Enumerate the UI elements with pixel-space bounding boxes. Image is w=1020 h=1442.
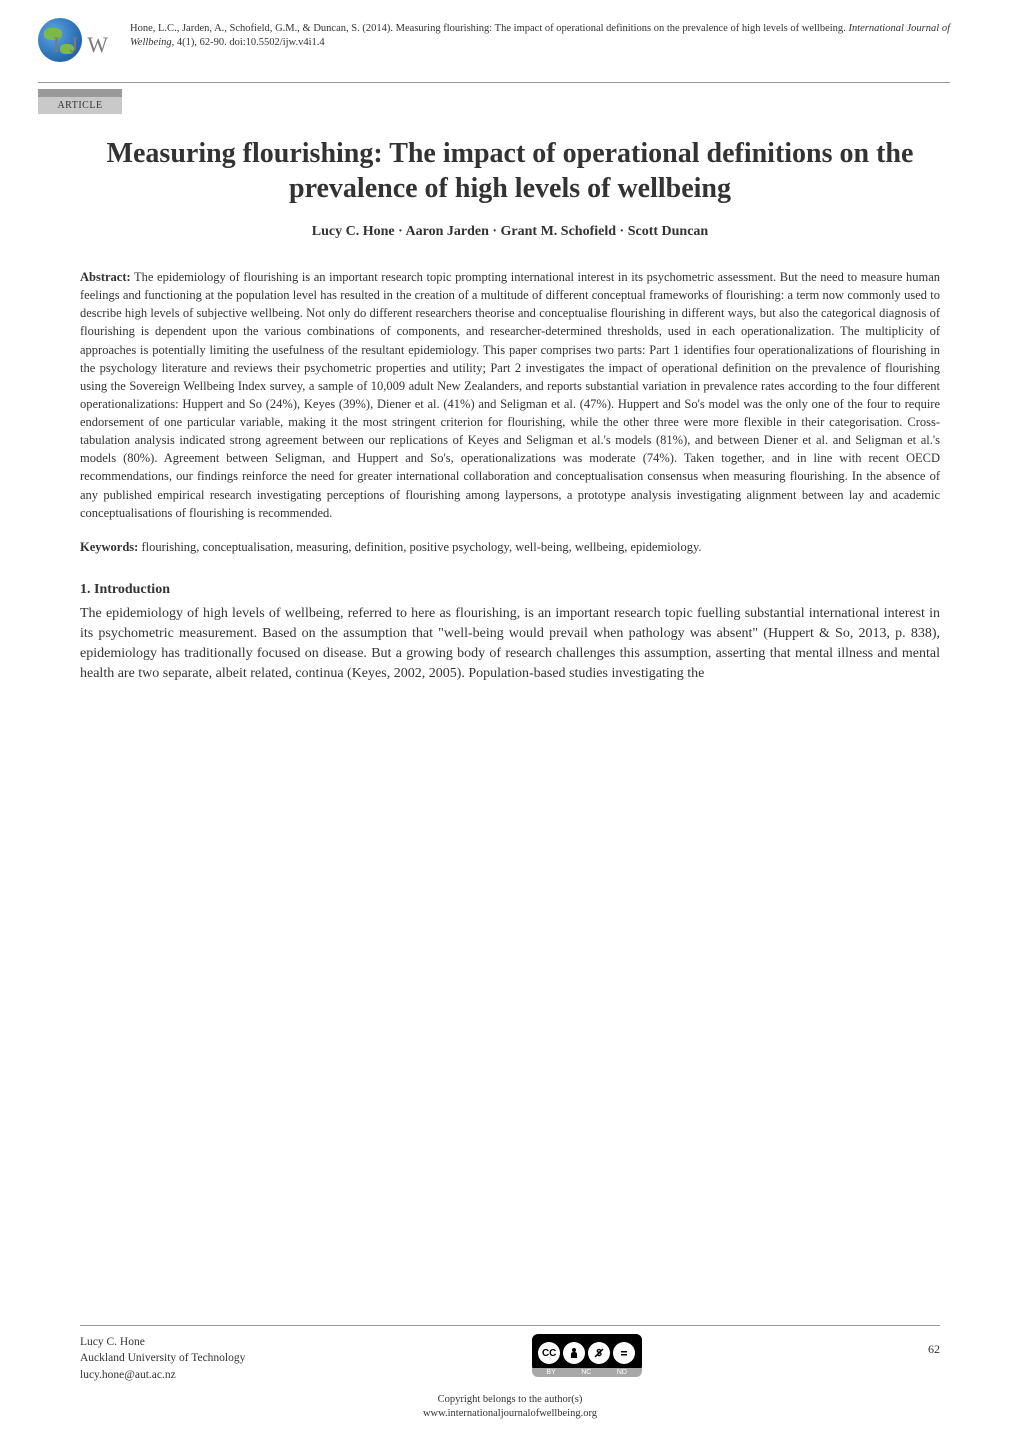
copyright-line1: Copyright belongs to the author(s) xyxy=(80,1393,940,1408)
page-header: I J W Hone, L.C., Jarden, A., Schofield,… xyxy=(0,0,1020,72)
cc-license-block: CC $ BY NC ND xyxy=(532,1334,642,1377)
cc-label-nd: ND xyxy=(617,1369,627,1376)
paper-title: Measuring flourishing: The impact of ope… xyxy=(80,136,940,206)
cc-label-row: BY NC ND xyxy=(532,1368,642,1377)
article-badge-bar xyxy=(38,89,122,97)
body-paragraph: The epidemiology of high levels of wellb… xyxy=(80,604,940,684)
abstract-label: Abstract: xyxy=(80,270,131,284)
keywords-paragraph: Keywords: flourishing, conceptualisation… xyxy=(80,538,940,556)
keywords-label: Keywords: xyxy=(80,540,138,554)
logo-letters: I J W xyxy=(53,32,110,58)
footer-row: Lucy C. Hone Auckland University of Tech… xyxy=(80,1334,940,1382)
page-number: 62 xyxy=(928,1334,940,1357)
citation-suffix: , 4(1), 62-90. doi:10.5502/ijw.v4i1.4 xyxy=(172,37,325,48)
copyright-line2: www.internationaljournalofwellbeing.org xyxy=(80,1407,940,1422)
footer-rule xyxy=(80,1325,940,1326)
header-rule xyxy=(38,82,950,83)
author-email: lucy.hone@aut.ac.nz xyxy=(80,1367,245,1383)
cc-label-nc: NC xyxy=(581,1369,591,1376)
author-list: Lucy C. Hone · Aaron Jarden · Grant M. S… xyxy=(80,224,940,240)
nd-icon xyxy=(613,1342,635,1364)
nc-icon: $ xyxy=(588,1342,610,1364)
keywords-text: flourishing, conceptualisation, measurin… xyxy=(138,540,701,554)
copyright-block: Copyright belongs to the author(s) www.i… xyxy=(80,1393,940,1422)
journal-logo: I J W xyxy=(38,18,92,72)
article-badge: ARTICLE xyxy=(38,89,122,114)
section-heading: 1. Introduction xyxy=(80,582,940,598)
corresponding-author: Lucy C. Hone Auckland University of Tech… xyxy=(80,1334,245,1382)
article-badge-label: ARTICLE xyxy=(38,97,122,114)
main-content: Measuring flourishing: The impact of ope… xyxy=(0,114,1020,683)
abstract-paragraph: Abstract: The epidemiology of flourishin… xyxy=(80,268,940,522)
abstract-text: The epidemiology of flourishing is an im… xyxy=(80,270,940,520)
cc-badge: CC $ xyxy=(532,1334,642,1372)
author-affiliation: Auckland University of Technology xyxy=(80,1350,245,1366)
by-icon xyxy=(563,1342,585,1364)
page-footer: Lucy C. Hone Auckland University of Tech… xyxy=(0,1325,1020,1422)
author-name: Lucy C. Hone xyxy=(80,1334,245,1350)
cc-icon: CC xyxy=(538,1342,560,1364)
citation-block: Hone, L.C., Jarden, A., Schofield, G.M.,… xyxy=(102,18,950,50)
citation-text: Hone, L.C., Jarden, A., Schofield, G.M.,… xyxy=(130,23,848,34)
cc-label-by: BY xyxy=(546,1369,555,1376)
